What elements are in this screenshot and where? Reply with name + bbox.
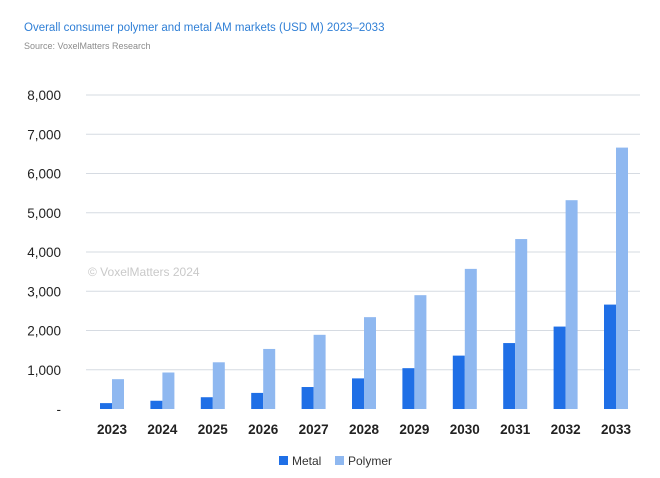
bar-polymer-2025[interactable] (212, 362, 225, 409)
bar-polymer-2024[interactable] (162, 372, 175, 409)
x-axis-ticks: 2023 2024 2025 2026 2027 2028 2029 2030 2031 2032… (97, 422, 632, 437)
y-tick-label: 3,000 (27, 284, 61, 299)
legend[interactable]: Metal Polymer (279, 454, 392, 468)
watermark-text: © VoxelMatters 2024 (88, 265, 200, 279)
y-tick-label: 7,000 (27, 127, 61, 142)
bar-polymer-2023[interactable] (112, 379, 124, 409)
legend-swatch-metal (279, 456, 288, 465)
bar-metal-2028[interactable] (352, 378, 364, 409)
y-tick-label: 5,000 (27, 206, 61, 221)
bar-metal-2025[interactable] (200, 397, 213, 409)
x-tick-label: 2031 (500, 422, 531, 437)
y-tick-label: - (57, 402, 62, 417)
bar-polymer-2031[interactable] (515, 239, 528, 409)
grid-lines (86, 94, 640, 371)
x-tick-label: 2023 (97, 422, 128, 437)
y-tick-label: 8,000 (27, 88, 61, 103)
bars (100, 147, 628, 409)
bar-polymer-2028[interactable] (364, 317, 376, 409)
bar-polymer-2033[interactable] (616, 147, 628, 409)
x-tick-label: 2029 (399, 422, 429, 437)
y-tick-label: 6,000 (27, 167, 61, 182)
bar-metal-2027[interactable] (301, 387, 314, 409)
bar-metal-2031[interactable] (503, 343, 516, 409)
y-tick-label: 1,000 (27, 363, 61, 378)
bar-polymer-2027[interactable] (313, 334, 326, 409)
chart-source: Source: VoxelMatters Research (24, 41, 151, 51)
chart-title: Overall consumer polymer and metal AM ma… (24, 22, 385, 34)
bar-polymer-2030[interactable] (464, 268, 477, 409)
y-tick-label: 2,000 (27, 324, 61, 339)
legend-swatch-polymer (335, 456, 344, 465)
x-tick-label: 2030 (450, 422, 480, 437)
bar-metal-2023[interactable] (100, 403, 112, 409)
bar-metal-2024[interactable] (150, 400, 163, 409)
x-tick-label: 2032 (551, 422, 581, 437)
bar-metal-2026[interactable] (251, 392, 264, 409)
x-tick-label: 2025 (198, 422, 229, 437)
y-tick-label: 4,000 (27, 245, 61, 260)
bar-polymer-2029[interactable] (414, 295, 427, 409)
legend-label-polymer[interactable]: Polymer (348, 454, 392, 468)
x-tick-label: 2026 (248, 422, 279, 437)
bar-metal-2032[interactable] (553, 326, 566, 409)
legend-label-metal[interactable]: Metal (292, 454, 321, 468)
y-axis-ticks: - 1,000 2,000 3,000 4,000 5,000 6,000 7,000 8,00… (27, 88, 61, 417)
bar-metal-2029[interactable] (402, 368, 415, 409)
x-tick-label: 2033 (601, 422, 632, 437)
x-tick-label: 2028 (349, 422, 380, 437)
bar-polymer-2032[interactable] (565, 200, 578, 409)
x-tick-label: 2024 (147, 422, 178, 437)
bar-polymer-2026[interactable] (263, 348, 276, 409)
x-tick-label: 2027 (299, 422, 329, 437)
bar-metal-2033[interactable] (604, 304, 616, 409)
bar-metal-2030[interactable] (452, 355, 465, 409)
